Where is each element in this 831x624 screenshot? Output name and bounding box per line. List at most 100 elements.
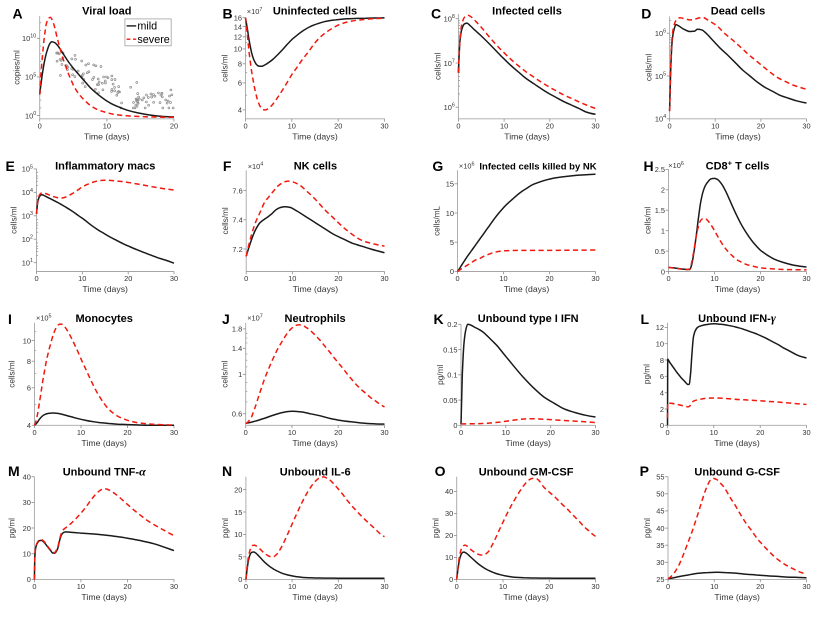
svg-text:mild: mild [137, 21, 157, 33]
svg-text:10: 10 [103, 122, 111, 131]
svg-text:×104: ×104 [248, 162, 264, 171]
svg-text:20: 20 [334, 122, 342, 131]
svg-text:E: E [6, 158, 15, 174]
svg-text:Time (days): Time (days) [81, 592, 127, 602]
svg-text:10: 10 [445, 553, 453, 562]
svg-text:12: 12 [656, 323, 664, 332]
svg-text:0: 0 [459, 428, 463, 437]
svg-text:1010: 1010 [22, 34, 36, 43]
svg-text:20: 20 [547, 428, 555, 437]
svg-text:Uninfected cells: Uninfected cells [273, 5, 357, 17]
svg-text:4: 4 [660, 389, 664, 398]
svg-text:1.8: 1.8 [232, 325, 242, 334]
svg-text:copies/ml: copies/ml [13, 50, 22, 85]
svg-text:0: 0 [244, 428, 248, 437]
svg-text:100: 100 [25, 111, 36, 120]
svg-text:2: 2 [661, 186, 665, 195]
svg-text:30: 30 [802, 274, 810, 283]
svg-text:F: F [223, 158, 232, 174]
svg-text:10: 10 [710, 582, 718, 591]
svg-text:pg/ml: pg/ml [436, 365, 445, 385]
svg-text:Time (days): Time (days) [504, 132, 550, 142]
svg-text:0: 0 [244, 274, 248, 283]
svg-text:10: 10 [710, 274, 718, 283]
svg-text:10: 10 [656, 340, 664, 349]
svg-text:H: H [644, 158, 654, 174]
svg-text:10: 10 [288, 582, 296, 591]
svg-text:10: 10 [78, 274, 86, 283]
svg-text:0: 0 [238, 575, 242, 584]
svg-text:Time (days): Time (days) [292, 592, 338, 602]
svg-text:Monocytes: Monocytes [75, 313, 132, 325]
svg-text:10: 10 [710, 428, 718, 437]
svg-text:10: 10 [446, 209, 454, 218]
svg-text:Time (days): Time (days) [82, 284, 128, 294]
svg-text:8: 8 [27, 357, 31, 366]
svg-text:cells/ml: cells/ml [644, 207, 653, 234]
svg-text:0: 0 [38, 122, 42, 131]
svg-text:30: 30 [380, 274, 388, 283]
svg-text:Time (days): Time (days) [714, 592, 760, 602]
svg-text:Time (days): Time (days) [81, 438, 127, 448]
svg-text:Unbound type I IFN: Unbound type I IFN [478, 313, 579, 325]
svg-text:20: 20 [170, 122, 178, 131]
svg-text:10: 10 [234, 45, 242, 54]
svg-text:107: 107 [444, 58, 455, 67]
svg-text:N: N [222, 463, 232, 479]
svg-text:0: 0 [32, 428, 36, 437]
svg-text:30: 30 [802, 428, 810, 437]
svg-text:30: 30 [170, 582, 178, 591]
svg-text:20: 20 [545, 274, 553, 283]
svg-text:40: 40 [23, 473, 31, 482]
svg-text:Time (days): Time (days) [504, 284, 550, 294]
svg-text:O: O [435, 463, 446, 479]
svg-text:Time (days): Time (days) [505, 438, 551, 448]
svg-text:20: 20 [756, 428, 764, 437]
svg-text:Unbound TNF-α: Unbound TNF-α [63, 465, 146, 479]
svg-text:0: 0 [665, 428, 669, 437]
svg-text:104: 104 [655, 114, 666, 123]
svg-text:6: 6 [27, 384, 31, 393]
svg-text:1.4: 1.4 [232, 344, 242, 353]
svg-text:0: 0 [27, 575, 31, 584]
svg-text:8: 8 [660, 356, 664, 365]
svg-text:0: 0 [661, 267, 665, 276]
svg-text:Time (days): Time (days) [714, 438, 760, 448]
svg-text:cells/ml: cells/ml [221, 360, 230, 387]
svg-text:30: 30 [170, 428, 178, 437]
svg-text:10: 10 [234, 530, 242, 539]
svg-text:10: 10 [23, 550, 31, 559]
svg-text:0.2: 0.2 [447, 320, 457, 329]
svg-text:C: C [431, 5, 441, 21]
svg-text:Infected cells killed by NK: Infected cells killed by NK [479, 162, 596, 173]
svg-text:105: 105 [655, 71, 666, 80]
svg-text:2: 2 [660, 405, 664, 414]
svg-text:Time (days): Time (days) [293, 284, 339, 294]
svg-text:20: 20 [234, 485, 242, 494]
svg-text:12: 12 [234, 33, 242, 42]
svg-text:B: B [223, 5, 233, 21]
svg-text:101: 101 [22, 258, 33, 267]
svg-text:30: 30 [380, 122, 388, 131]
svg-text:102: 102 [22, 235, 33, 244]
svg-text:Neutrophils: Neutrophils [285, 313, 346, 325]
svg-text:20: 20 [124, 274, 132, 283]
svg-text:pg/ml: pg/ml [221, 518, 230, 538]
svg-text:I: I [8, 311, 12, 327]
svg-text:0: 0 [666, 274, 670, 283]
svg-text:A: A [13, 5, 23, 21]
svg-text:0.1: 0.1 [447, 371, 457, 380]
svg-text:×106: ×106 [459, 161, 475, 170]
svg-text:cells/ml: cells/ml [10, 206, 19, 233]
svg-text:Unbound GM-CSF: Unbound GM-CSF [479, 467, 574, 479]
svg-text:10: 10 [288, 428, 296, 437]
svg-text:108: 108 [444, 14, 455, 23]
svg-text:6: 6 [660, 372, 664, 381]
svg-text:Time (days): Time (days) [503, 592, 549, 602]
svg-text:30: 30 [656, 558, 664, 567]
svg-text:0: 0 [660, 421, 664, 430]
svg-text:pg/ml: pg/ml [7, 518, 16, 538]
svg-text:0: 0 [455, 582, 459, 591]
svg-text:20: 20 [123, 428, 131, 437]
svg-text:×107: ×107 [247, 7, 263, 16]
